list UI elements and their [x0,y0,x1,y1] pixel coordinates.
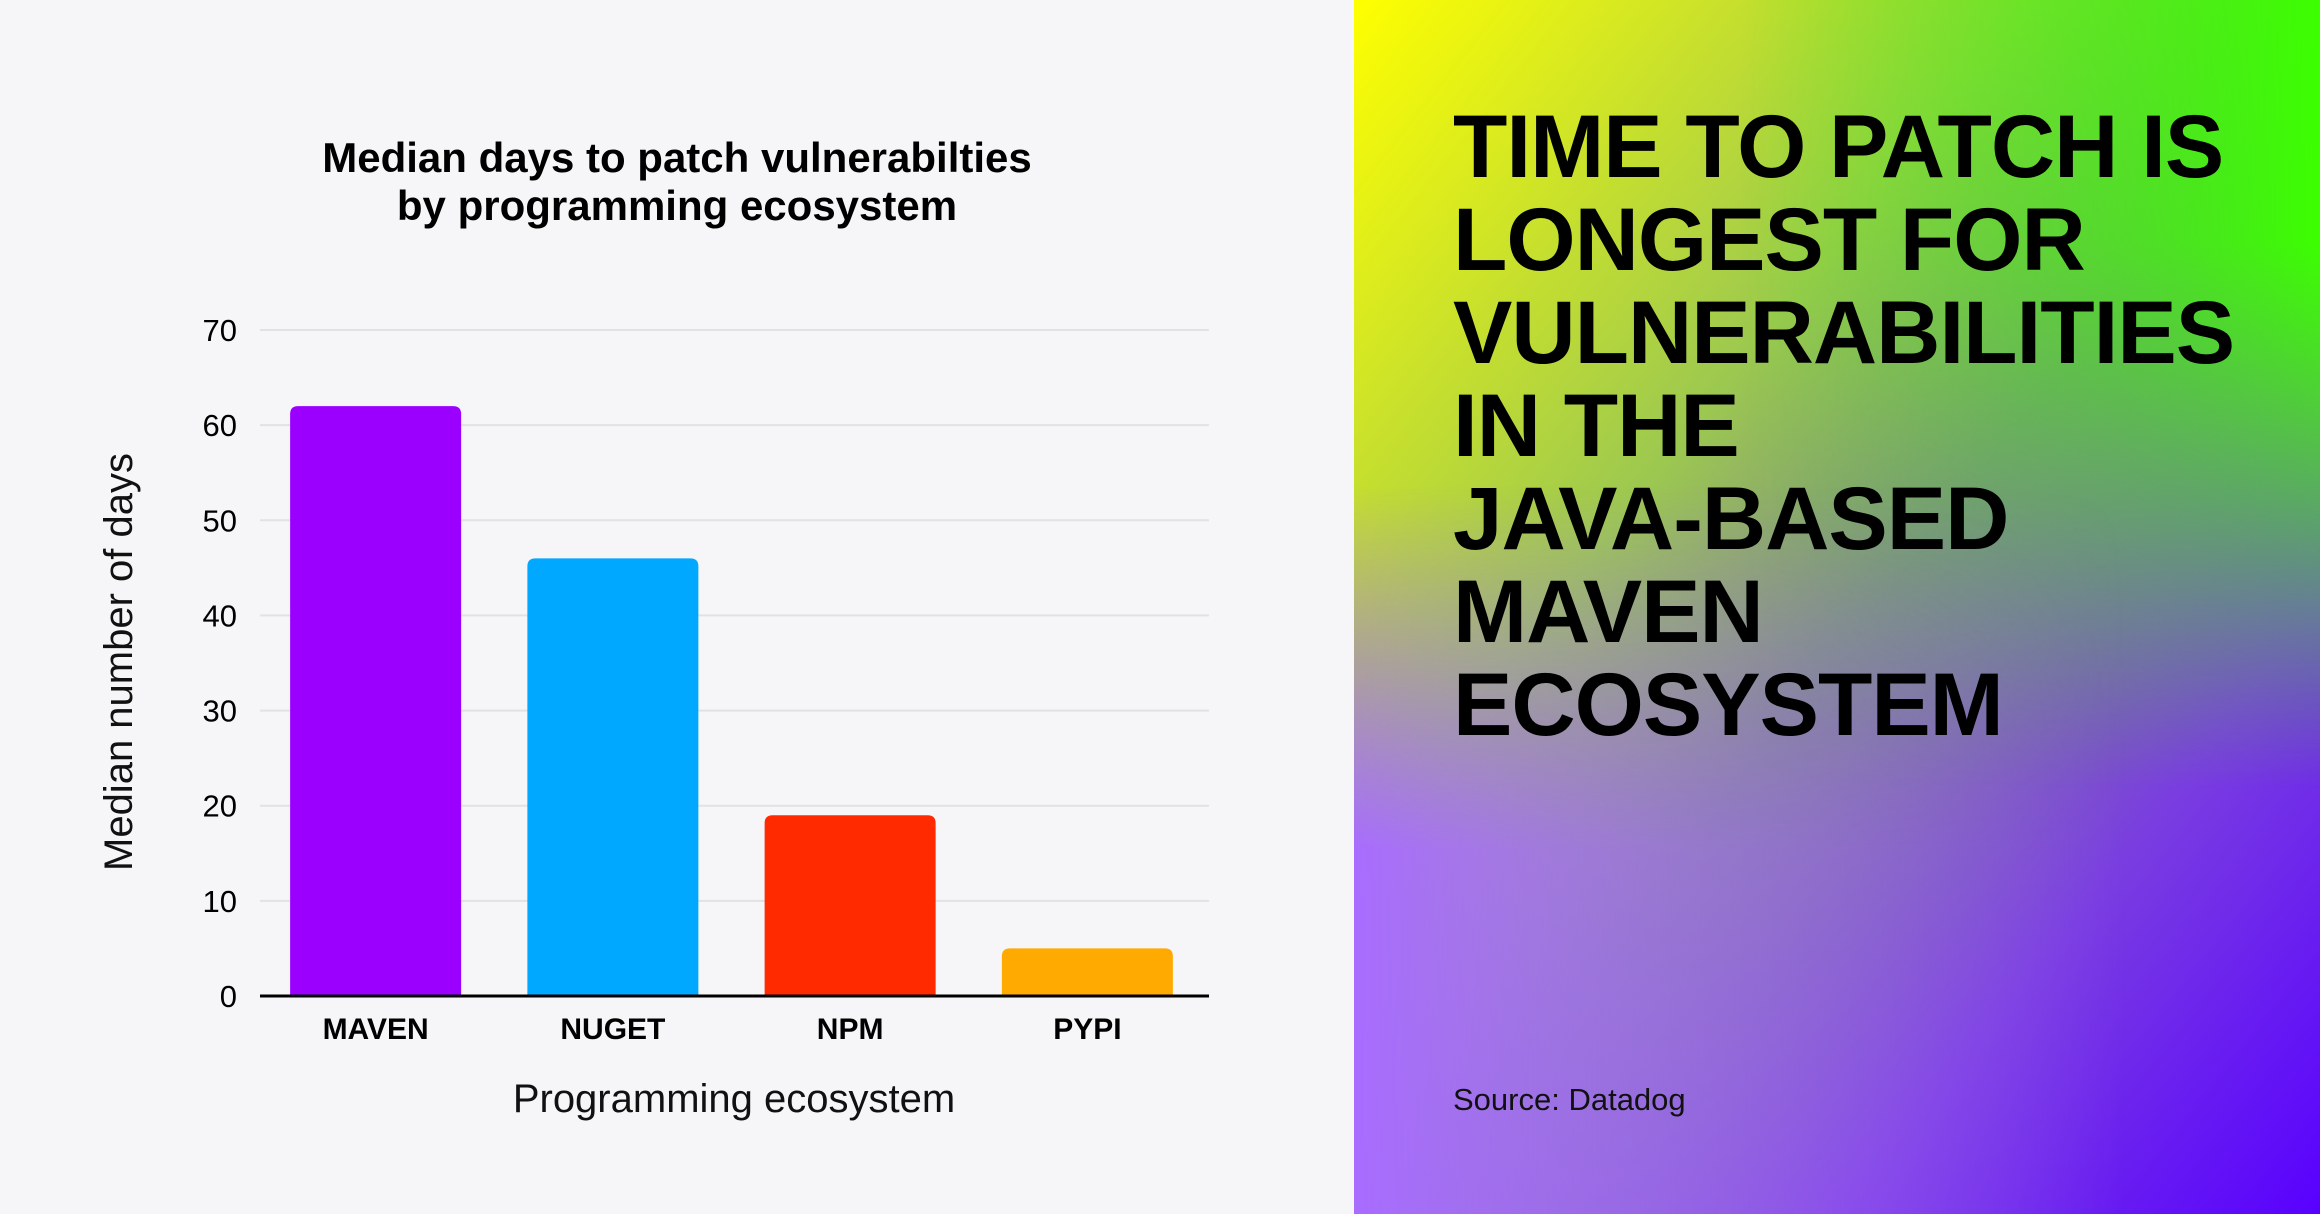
headline-line: IN THE [1453,375,1740,475]
x-tick-label: MAVEN [323,1013,429,1046]
y-tick-label: 10 [203,884,237,919]
bar-nuget [527,558,699,996]
bar-chart: 0 10 20 30 40 50 60 70 MAVEN NUGET NPM PYPI Programm… [97,313,1209,1121]
y-tick-label: 50 [203,503,237,538]
x-axis-label: Programming ecosystem [513,1077,955,1121]
y-axis-label: Median number of days [97,453,141,871]
bar-pypi [1001,948,1173,996]
y-tick-label: 40 [203,598,237,633]
headline-line: JAVA-BASED [1453,468,2009,568]
headline-line: MAVEN [1453,561,1764,661]
chart-title: Median days to patch vulnerabilties by p… [0,134,1354,230]
x-tick-label: NPM [817,1013,884,1046]
y-tick-label: 60 [203,408,237,443]
headline-panel: TIME TO PATCH IS LONGEST FOR VULNERABILI… [1354,0,2320,1214]
bar-npm [764,815,936,996]
chart-title-line-2: by programming ecosystem [396,182,958,229]
x-tick-label: PYPI [1053,1013,1121,1046]
y-tick-label: 70 [203,313,237,348]
headline: TIME TO PATCH IS LONGEST FOR VULNERABILI… [1453,96,2235,754]
bar-maven [290,406,462,997]
y-tick-label: 30 [203,694,237,729]
headline-line: LONGEST FOR [1453,189,2086,289]
headline-line: ECOSYSTEM [1453,654,2004,754]
x-tick-label: NUGET [560,1013,665,1046]
y-tick-label: 20 [203,789,237,824]
headline-line: VULNERABILITIES [1453,282,2235,382]
source-note: Source: Datadog [1453,1082,1686,1117]
chart-title-line-1: Median days to patch vulnerabilties [322,134,1032,181]
chart-panel: Median days to patch vulnerabilties by p… [0,134,1354,1121]
headline-line: TIME TO PATCH IS [1453,96,2224,196]
y-tick-label: 0 [220,979,237,1014]
